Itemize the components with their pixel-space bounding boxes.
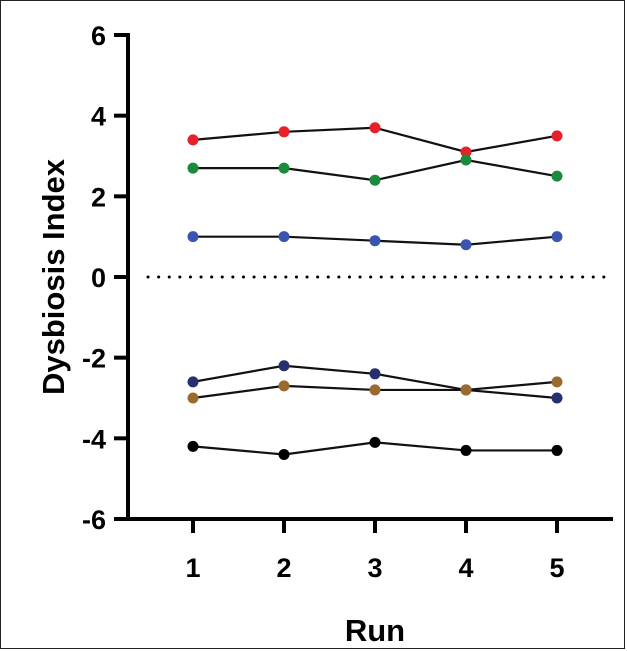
data-point [369,235,381,247]
data-point [551,392,563,404]
data-point [187,440,199,452]
data-point [460,384,472,396]
x-tick-label: 2 [276,553,291,583]
data-point [551,444,563,456]
y-tick-label: -4 [82,424,106,454]
data-point [187,376,199,388]
y-tick-label: -2 [82,344,106,374]
y-tick-label: 6 [91,21,106,51]
data-point [278,380,290,392]
data-point [460,239,472,251]
data-point [369,174,381,186]
data-point [551,130,563,142]
x-tick-label: 3 [367,553,382,583]
series-5 [187,376,563,404]
data-point [187,392,199,404]
x-tick-label: 1 [185,553,200,583]
series-layer [187,122,563,460]
y-tick-label: 0 [91,263,106,293]
data-point [187,162,199,174]
data-point [187,231,199,243]
data-point [369,384,381,396]
y-axis-ticks: 6 4 2 0 -2 -4 -6 [82,21,128,535]
data-point [551,170,563,182]
x-axis-title: Run [345,613,405,648]
data-point [460,146,472,158]
data-point [369,436,381,448]
y-axis-title: Dysbiosis Index [36,158,71,395]
series-1 [187,122,563,158]
x-tick-label: 4 [458,553,473,583]
y-tick-label: -6 [82,505,106,535]
x-axis-ticks: 1 2 3 4 5 [185,519,565,583]
data-point [278,231,290,243]
data-point [187,134,199,146]
data-point [460,444,472,456]
data-point [551,376,563,388]
y-tick-label: 2 [91,182,106,212]
x-tick-label: 5 [549,553,564,583]
data-point [460,154,472,166]
data-point [278,448,290,460]
series-4 [187,360,563,404]
series-2 [187,154,563,186]
data-point [369,122,381,134]
data-point [369,368,381,380]
series-3 [187,231,563,251]
y-tick-label: 4 [91,102,106,132]
data-point [278,126,290,138]
data-point [278,162,290,174]
data-point [551,231,563,243]
data-point [278,360,290,372]
series-6 [187,436,563,460]
